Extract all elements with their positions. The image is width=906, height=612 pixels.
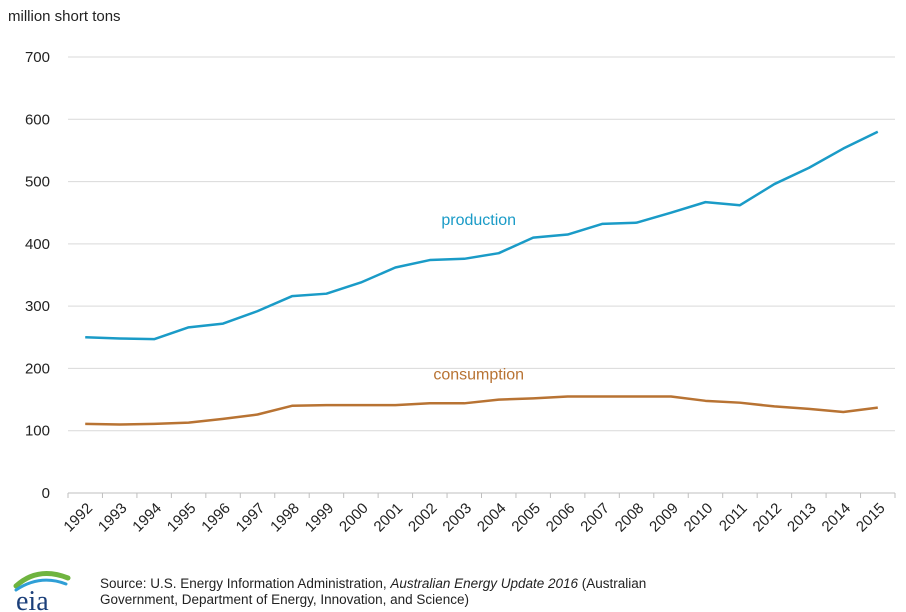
x-tick-label: 2015 <box>853 500 889 536</box>
series-line-production <box>85 132 878 339</box>
x-tick-labels: 1992199319941995199619971998199920002001… <box>60 493 895 535</box>
series-line-consumption <box>85 396 878 424</box>
source-title: Australian Energy Update 2016 <box>390 576 578 591</box>
x-tick-label: 2003 <box>439 500 475 536</box>
x-tick-label: 2007 <box>577 500 613 536</box>
gridlines <box>68 57 895 493</box>
x-tick-label: 2008 <box>612 500 648 536</box>
source-line-2: Government, Department of Energy, Innova… <box>100 592 469 607</box>
y-tick-labels: 0 100 200 300 400 500 600 700 <box>25 49 50 502</box>
series-label-production: production <box>441 212 516 229</box>
x-tick-label: 1999 <box>302 500 338 536</box>
footer: eia Source: U.S. Energy Information Admi… <box>0 566 906 611</box>
x-tick-label: 2014 <box>819 500 855 536</box>
x-tick-label: 2001 <box>371 500 407 536</box>
x-tick-label: 1998 <box>267 500 303 536</box>
x-tick-label: 2010 <box>681 500 717 536</box>
x-tick-label: 2005 <box>508 500 544 536</box>
y-tick-label: 600 <box>25 111 50 128</box>
x-tick-label: 2012 <box>750 500 786 536</box>
x-tick-label: 2006 <box>543 500 579 536</box>
x-tick-label: 1992 <box>60 500 96 536</box>
x-tick-label: 2002 <box>405 500 441 536</box>
x-tick-label: 1994 <box>129 500 165 536</box>
x-tick-label: 2004 <box>474 500 510 536</box>
y-tick-label: 500 <box>25 174 50 191</box>
x-tick-label: 2013 <box>784 500 820 536</box>
series-label-consumption: consumption <box>433 367 524 384</box>
y-tick-label: 700 <box>25 49 50 66</box>
x-tick-label: 2000 <box>336 500 372 536</box>
x-tick-label: 1996 <box>198 500 234 536</box>
x-tick-label: 2011 <box>716 500 751 535</box>
eia-logo: eia <box>10 568 80 612</box>
y-tick-label: 0 <box>42 485 50 502</box>
x-tick-label: 1995 <box>164 500 200 536</box>
source-note: Source: U.S. Energy Information Administ… <box>100 576 646 608</box>
x-tick-label: 1997 <box>233 500 269 536</box>
series-labels: production consumption <box>433 212 524 383</box>
x-tick-label: 2009 <box>646 500 682 536</box>
y-tick-label: 200 <box>25 360 50 377</box>
x-tick-label: 1993 <box>95 500 131 536</box>
y-tick-label: 100 <box>25 423 50 440</box>
y-tick-label: 400 <box>25 236 50 253</box>
logo-text: eia <box>16 586 49 612</box>
y-tick-label: 300 <box>25 298 50 315</box>
